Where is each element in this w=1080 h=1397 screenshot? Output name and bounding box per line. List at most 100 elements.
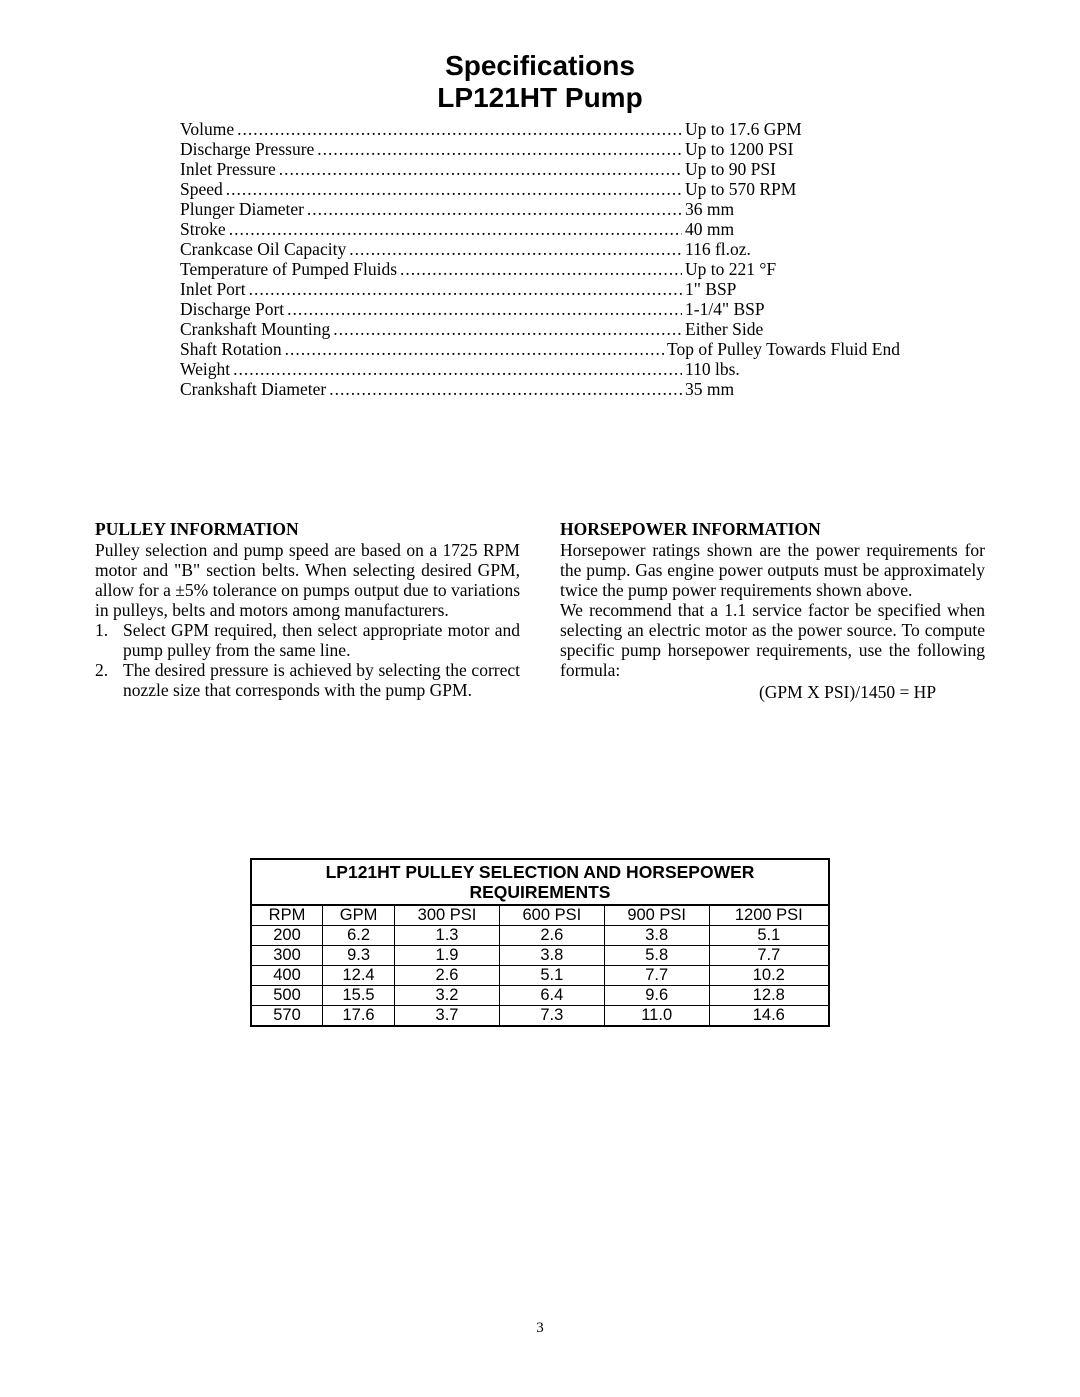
pulley-hp-table-wrap: LP121HT PULLEY SELECTION AND HORSEPOWERR…: [250, 858, 830, 1027]
table-header-cell: GPM: [322, 905, 394, 925]
table-cell: 3.8: [499, 946, 604, 966]
spec-leader-dots: [279, 160, 682, 180]
pulley-heading: PULLEY INFORMATION: [95, 520, 520, 540]
spec-value: Up to 17.6 GPM: [685, 120, 900, 140]
info-columns: PULLEY INFORMATION Pulley selection and …: [80, 520, 1000, 703]
table-cell: 5.1: [709, 926, 829, 946]
spec-label: Temperature of Pumped Fluids: [180, 260, 397, 280]
list-number-2: 2.: [95, 661, 123, 701]
table-title: LP121HT PULLEY SELECTION AND HORSEPOWERR…: [251, 859, 829, 905]
page-number: 3: [0, 1320, 1080, 1337]
table-cell: 200: [251, 926, 322, 946]
pulley-info-column: PULLEY INFORMATION Pulley selection and …: [95, 520, 520, 703]
spec-row: Temperature of Pumped Fluids Up to 221 °F: [180, 260, 900, 280]
title-line-1: Specifications: [80, 50, 1000, 82]
spec-value: Up to 90 PSI: [685, 160, 900, 180]
spec-label: Discharge Port: [180, 300, 284, 320]
table-row: 2006.21.32.63.85.1: [251, 926, 829, 946]
table-cell: 400: [251, 966, 322, 986]
spec-row: Inlet Port 1" BSP: [180, 280, 900, 300]
spec-leader-dots: [400, 260, 682, 280]
pulley-item-1-text: Select GPM required, then select appropr…: [123, 621, 520, 661]
table-row: 57017.63.77.311.014.6: [251, 1006, 829, 1026]
spec-leader-dots: [229, 220, 682, 240]
spec-value: Top of Pulley Towards Fluid End: [667, 340, 900, 360]
table-cell: 6.4: [499, 986, 604, 1006]
spec-value: 110 lbs.: [685, 360, 900, 380]
spec-row: Discharge PressureUp to 1200 PSI: [180, 140, 900, 160]
table-header-cell: 600 PSI: [499, 905, 604, 925]
spec-leader-dots: [226, 180, 682, 200]
spec-row: Plunger Diameter 36 mm: [180, 200, 900, 220]
spec-row: Weight 110 lbs.: [180, 360, 900, 380]
spec-value: 116 fl.oz.: [685, 240, 900, 260]
page-title-block: Specifications LP121HT Pump: [80, 50, 1000, 114]
spec-row: Crankshaft Mounting Either Side: [180, 320, 900, 340]
table-cell: 14.6: [709, 1006, 829, 1026]
table-cell: 500: [251, 986, 322, 1006]
table-cell: 3.7: [395, 1006, 500, 1026]
table-cell: 9.3: [322, 946, 394, 966]
table-cell: 1.9: [395, 946, 500, 966]
table-header-cell: 1200 PSI: [709, 905, 829, 925]
spec-value: Either Side: [685, 320, 900, 340]
table-cell: 7.7: [604, 966, 709, 986]
table-cell: 300: [251, 946, 322, 966]
spec-label: Discharge Pressure: [180, 140, 314, 160]
spec-leader-dots: [329, 380, 682, 400]
horsepower-info-column: HORSEPOWER INFORMATION Horsepower rating…: [560, 520, 985, 703]
table-cell: 15.5: [322, 986, 394, 1006]
spec-value: 1-1/4" BSP: [685, 300, 900, 320]
table-cell: 17.6: [322, 1006, 394, 1026]
spec-label: Crankshaft Diameter: [180, 380, 326, 400]
spec-label: Crankshaft Mounting: [180, 320, 330, 340]
spec-label: Crankcase Oil Capacity: [180, 240, 346, 260]
table-row: 50015.53.26.49.612.8: [251, 986, 829, 1006]
title-line-2: LP121HT Pump: [80, 82, 1000, 114]
pulley-item-2: 2. The desired pressure is achieved by s…: [95, 661, 520, 701]
spec-leader-dots: [349, 240, 682, 260]
spec-leader-dots: [333, 320, 682, 340]
horsepower-p1: Horsepower ratings shown are the power r…: [560, 541, 985, 601]
spec-label: Volume: [180, 120, 234, 140]
spec-value: 35 mm: [685, 380, 900, 400]
table-cell: 10.2: [709, 966, 829, 986]
spec-leader-dots: [287, 300, 682, 320]
table-cell: 5.1: [499, 966, 604, 986]
table-cell: 7.3: [499, 1006, 604, 1026]
table-cell: 12.4: [322, 966, 394, 986]
spec-value: 36 mm: [685, 200, 900, 220]
table-header-cell: 900 PSI: [604, 905, 709, 925]
table-row: 40012.42.65.17.710.2: [251, 966, 829, 986]
table-cell: 6.2: [322, 926, 394, 946]
spec-label: Inlet Port: [180, 280, 246, 300]
pulley-intro: Pulley selection and pump speed are base…: [95, 541, 520, 621]
spec-row: Shaft RotationTop of Pulley Towards Flui…: [180, 340, 900, 360]
spec-row: Crankcase Oil Capacity 116 fl.oz.: [180, 240, 900, 260]
spec-leader-dots: [285, 340, 664, 360]
horsepower-p2: We recommend that a 1.1 service factor b…: [560, 601, 985, 681]
table-cell: 570: [251, 1006, 322, 1026]
spec-value: Up to 570 RPM: [685, 180, 900, 200]
spec-label: Weight: [180, 360, 230, 380]
spec-leader-dots: [233, 360, 682, 380]
spec-label: Plunger Diameter: [180, 200, 304, 220]
spec-leader-dots: [307, 200, 682, 220]
spec-label: Inlet Pressure: [180, 160, 276, 180]
spec-value: 1" BSP: [685, 280, 900, 300]
table-cell: 2.6: [499, 926, 604, 946]
spec-label: Speed: [180, 180, 223, 200]
horsepower-formula: (GPM X PSI)/1450 = HP: [560, 683, 985, 703]
spec-value: 40 mm: [685, 220, 900, 240]
spec-row: Volume Up to 17.6 GPM: [180, 120, 900, 140]
spec-value: Up to 221 °F: [685, 260, 900, 280]
spec-row: Stroke40 mm: [180, 220, 900, 240]
pulley-item-2-text: The desired pressure is achieved by sele…: [123, 661, 520, 701]
spec-leader-dots: [317, 140, 682, 160]
table-header-cell: 300 PSI: [395, 905, 500, 925]
spec-row: Inlet Pressure Up to 90 PSI: [180, 160, 900, 180]
table-header-cell: RPM: [251, 905, 322, 925]
table-cell: 7.7: [709, 946, 829, 966]
pulley-item-1: 1. Select GPM required, then select appr…: [95, 621, 520, 661]
table-cell: 12.8: [709, 986, 829, 1006]
